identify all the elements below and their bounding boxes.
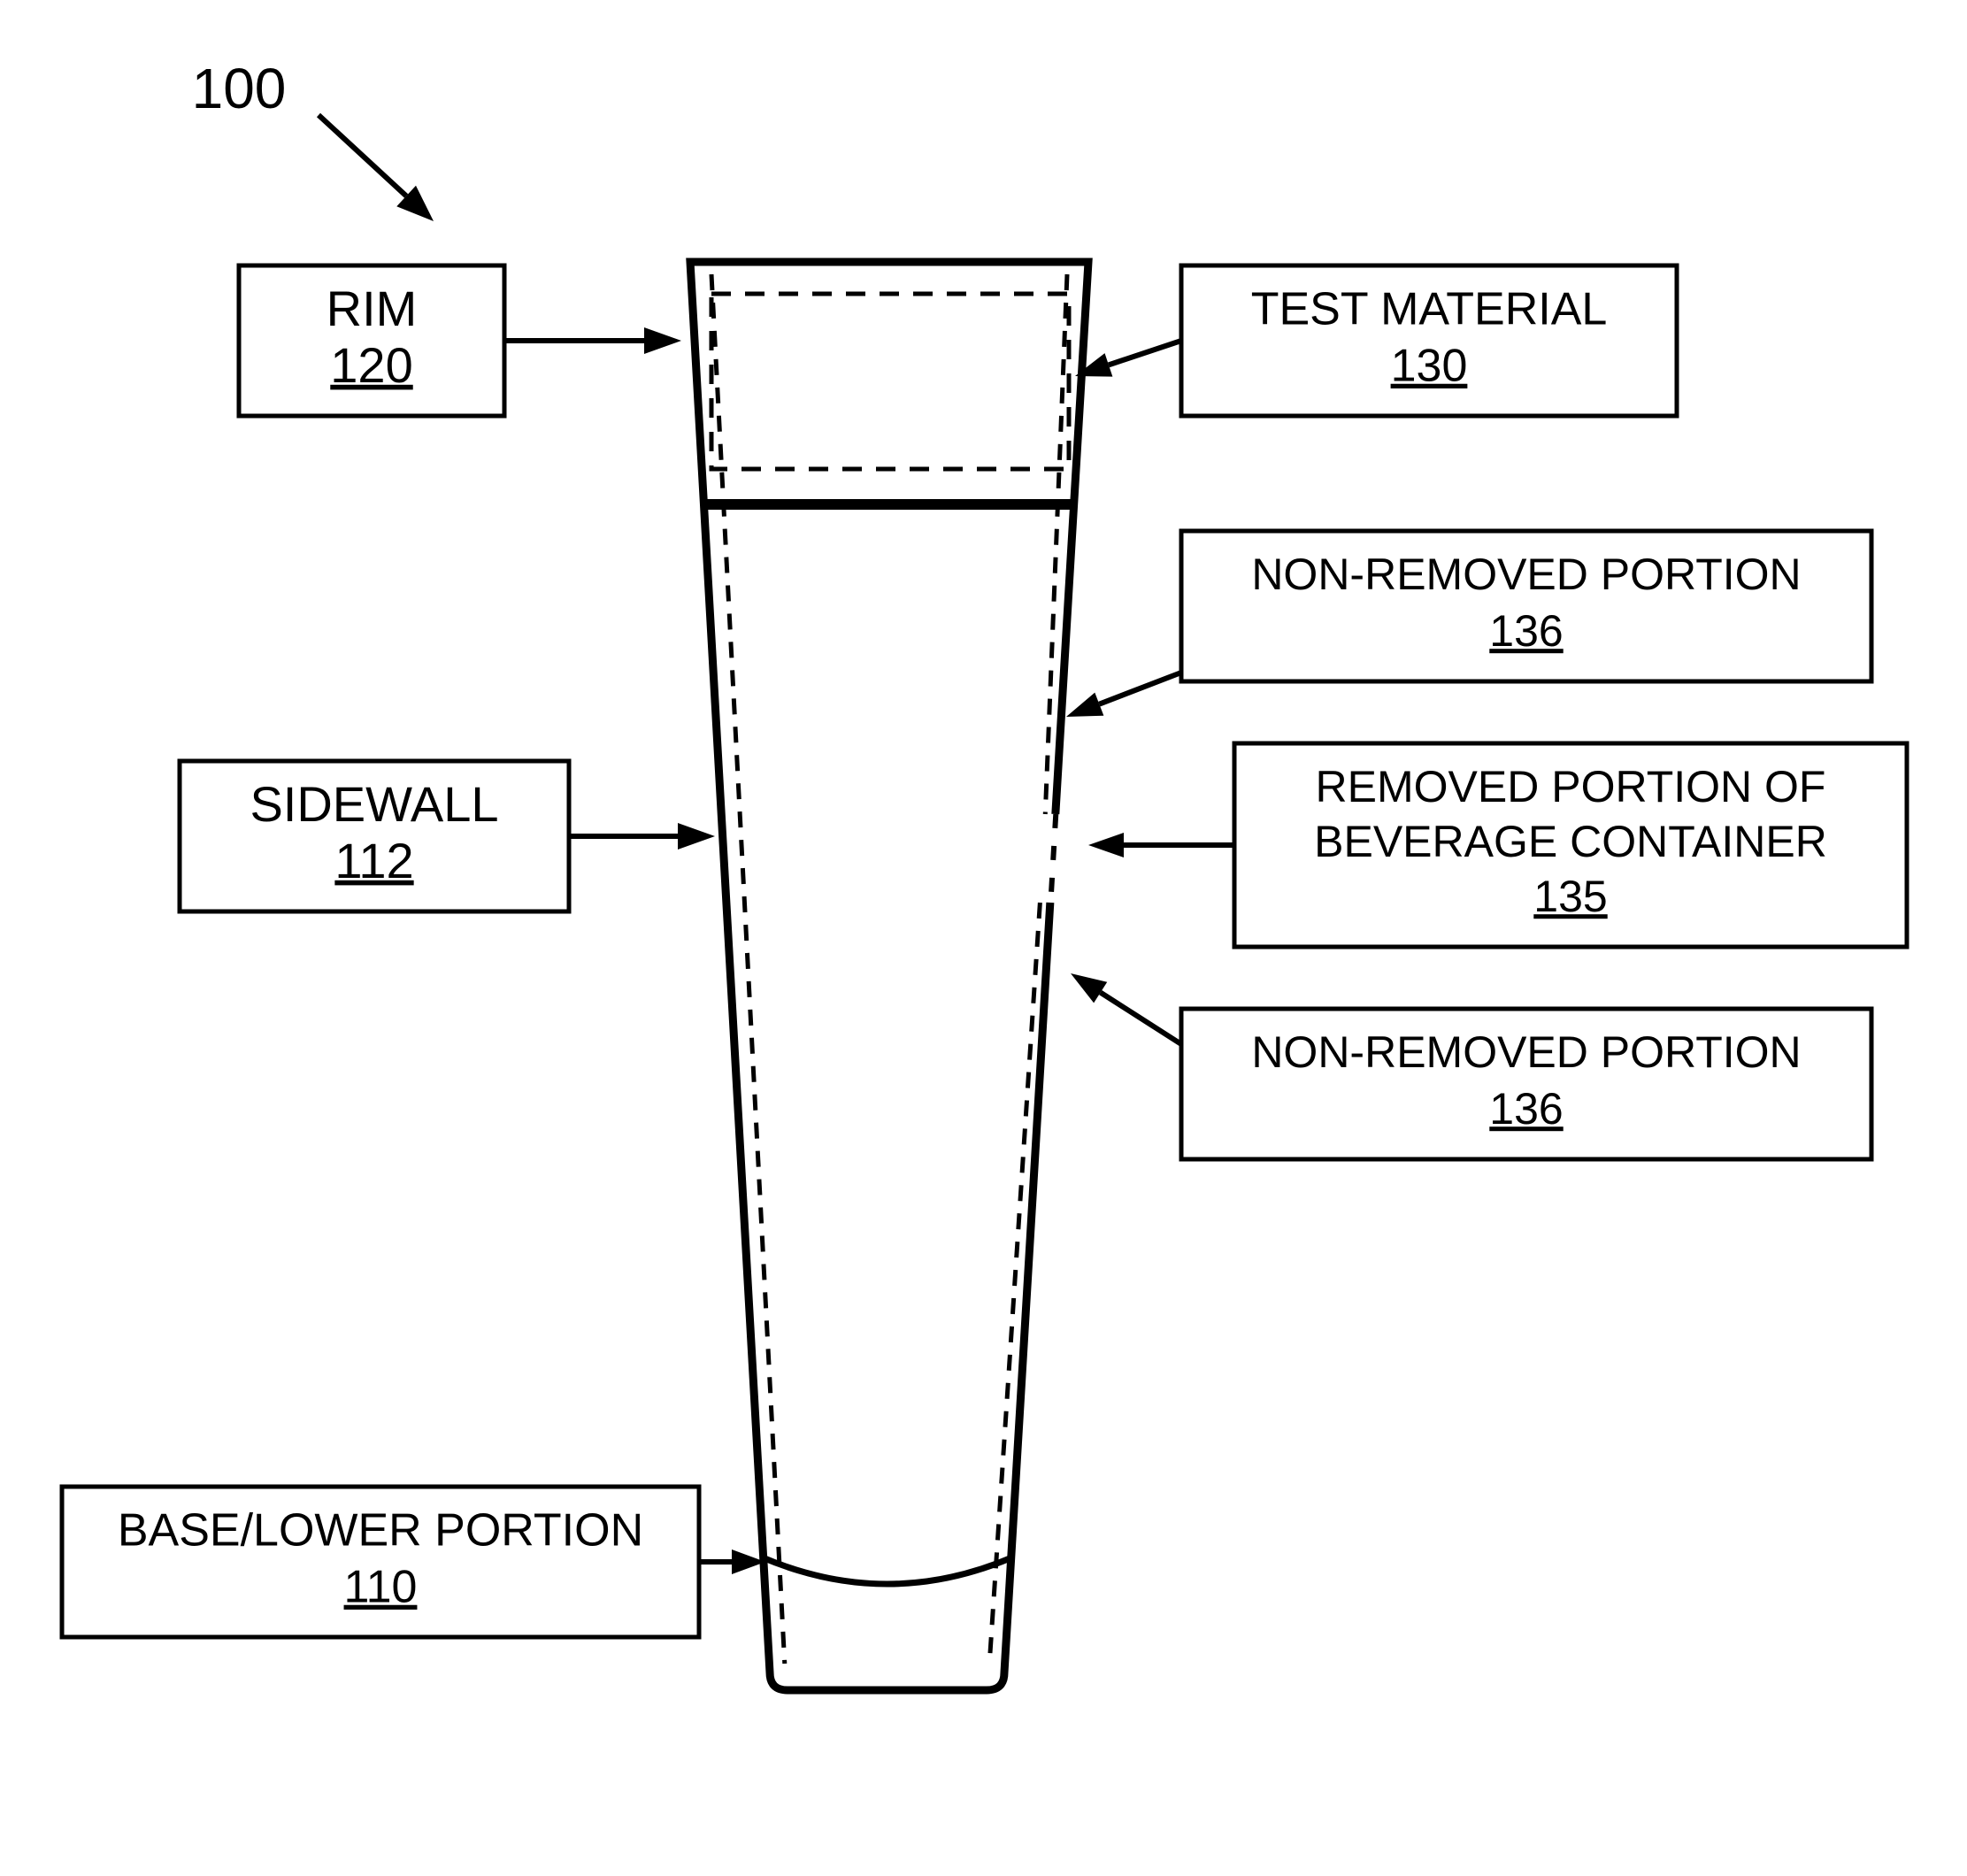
label-non-removed-1-arrow-head xyxy=(1066,693,1103,717)
label-non-removed-2-arrow-head xyxy=(1071,973,1107,1003)
label-removed-portion: REMOVED PORTION OF BEVERAGE CONTAINER 135 xyxy=(1234,743,1907,947)
label-test-material-line-0: TEST MATERIAL xyxy=(1251,284,1608,335)
label-rim: RIM120 xyxy=(239,265,504,416)
label-test-material: TEST MATERIAL 130 xyxy=(1181,265,1677,416)
label-sidewall-line-1: 112 xyxy=(334,833,413,888)
figure-number-arrow-shaft xyxy=(319,115,406,196)
label-non-removed-1-arrow-shaft xyxy=(1099,673,1181,704)
label-removed-portion-line-0: REMOVED PORTION OF xyxy=(1316,762,1826,811)
label-sidewall-line-0: SIDEWALL xyxy=(250,776,498,832)
label-base: BASE/LOWER PORTION110 xyxy=(62,1487,699,1637)
label-sidewall: SIDEWALL112 xyxy=(180,761,569,911)
label-non-removed-2-line-1: 136 xyxy=(1489,1084,1563,1134)
label-non-removed-1-line-0: NON-REMOVED PORTION xyxy=(1251,550,1801,599)
label-removed-portion-line-1: BEVERAGE CONTAINER xyxy=(1314,817,1827,866)
label-non-removed-1: NON-REMOVED PORTION 136 xyxy=(1181,531,1871,681)
label-removed-portion-arrow-head xyxy=(1088,833,1124,857)
beverage-container-outline xyxy=(690,262,1088,1690)
label-removed-portion-line-2: 135 xyxy=(1533,872,1607,921)
label-test-material-arrow-shaft xyxy=(1109,341,1181,365)
label-non-removed-1-line-1: 136 xyxy=(1489,606,1563,656)
label-non-removed-2: NON-REMOVED PORTION 136 xyxy=(1181,1009,1871,1159)
label-rim-line-1: 120 xyxy=(330,337,412,393)
label-non-removed-2-arrow-shaft xyxy=(1101,993,1181,1044)
label-non-removed-2-line-0: NON-REMOVED PORTION xyxy=(1251,1027,1801,1077)
label-sidewall-arrow-head xyxy=(678,823,715,850)
label-test-material-line-1: 130 xyxy=(1391,341,1468,392)
figure-number: 100 xyxy=(192,57,287,120)
label-base-line-0: BASE/LOWER PORTION xyxy=(118,1505,643,1557)
label-rim-arrow-head xyxy=(644,327,681,354)
label-rim-line-0: RIM xyxy=(327,281,418,336)
label-base-line-1: 110 xyxy=(344,1562,418,1613)
